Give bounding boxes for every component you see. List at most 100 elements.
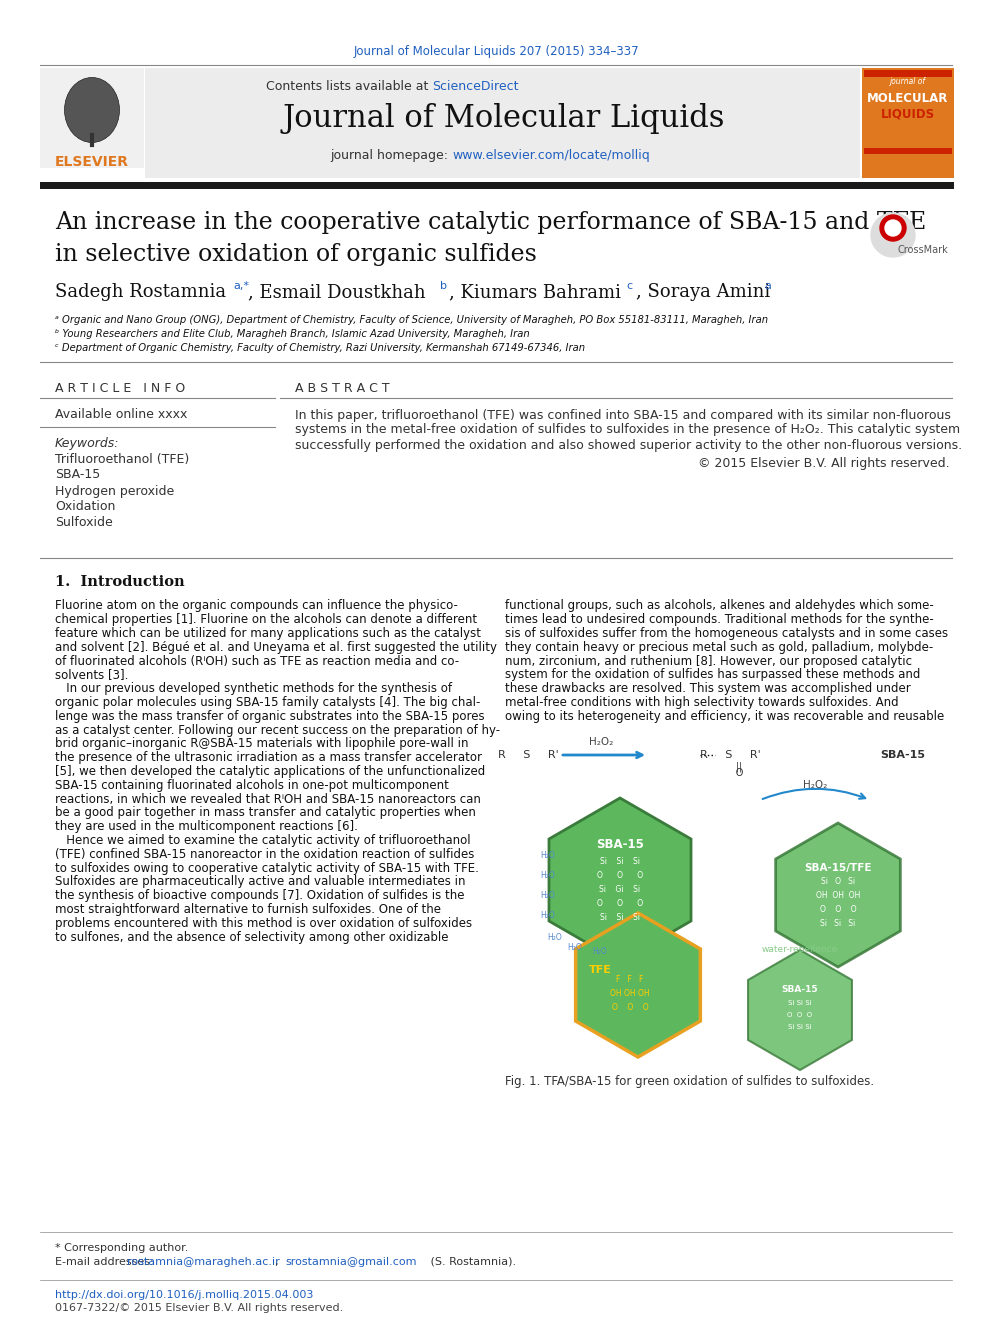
Text: they contain heavy or precious metal such as gold, palladium, molybde-: they contain heavy or precious metal suc…	[505, 640, 933, 654]
Text: In this paper, trifluoroethanol (TFE) was confined into SBA-15 and compared with: In this paper, trifluoroethanol (TFE) wa…	[295, 409, 951, 422]
Text: journal homepage:: journal homepage:	[330, 148, 452, 161]
Text: of fluorinated alcohols (RⁱOH) such as TFE as reaction media and co-: of fluorinated alcohols (RⁱOH) such as T…	[55, 655, 459, 668]
Bar	[505, 730, 950, 1070]
Text: R     S     R': R S R'	[699, 750, 761, 759]
Text: , Esmail Doustkhah: , Esmail Doustkhah	[248, 283, 426, 302]
Text: http://dx.doi.org/10.1016/j.molliq.2015.04.003: http://dx.doi.org/10.1016/j.molliq.2015.…	[55, 1290, 313, 1301]
Text: organic polar molecules using SBA-15 family catalysts [4]. The big chal-: organic polar molecules using SBA-15 fam…	[55, 696, 480, 709]
Text: O      O      O: O O O	[597, 900, 643, 909]
Text: water-repellence: water-repellence	[762, 946, 838, 954]
Text: , Kiumars Bahrami: , Kiumars Bahrami	[449, 283, 621, 302]
Text: to sulfoxides owing to cooperative catalytic activity of SBA-15 with TFE.: to sulfoxides owing to cooperative catal…	[55, 861, 479, 875]
Text: CrossMark: CrossMark	[898, 245, 948, 255]
Text: SBA-15: SBA-15	[596, 839, 644, 852]
Polygon shape	[575, 913, 700, 1057]
Text: num, zirconium, and ruthenium [8]. However, our proposed catalytic: num, zirconium, and ruthenium [8]. Howev…	[505, 655, 912, 668]
Text: In our previous developed synthetic methods for the synthesis of: In our previous developed synthetic meth…	[55, 683, 452, 696]
Ellipse shape	[64, 78, 119, 143]
Text: srostamnia@gmail.com: srostamnia@gmail.com	[285, 1257, 417, 1267]
Text: in selective oxidation of organic sulfides: in selective oxidation of organic sulfid…	[55, 243, 537, 266]
Text: metal-free conditions with high selectivity towards sulfoxides. And: metal-free conditions with high selectiv…	[505, 696, 899, 709]
Text: c: c	[626, 280, 632, 291]
Text: a: a	[764, 280, 771, 291]
Text: Sulfoxide: Sulfoxide	[55, 516, 113, 529]
Text: as a catalyst center. Following our recent success on the preparation of hy-: as a catalyst center. Following our rece…	[55, 724, 500, 737]
Text: lenge was the mass transfer of organic substrates into the SBA-15 pores: lenge was the mass transfer of organic s…	[55, 710, 485, 722]
Text: Si Si Si: Si Si Si	[789, 1000, 811, 1005]
Text: b: b	[440, 280, 447, 291]
Text: ELSEVIER: ELSEVIER	[55, 155, 129, 169]
Text: they are used in the multicomponent reactions [6].: they are used in the multicomponent reac…	[55, 820, 358, 833]
Bar	[864, 70, 952, 77]
Text: E-mail addresses:: E-mail addresses:	[55, 1257, 157, 1267]
Text: ᵃ Organic and Nano Group (ONG), Department of Chemistry, Faculty of Science, Uni: ᵃ Organic and Nano Group (ONG), Departme…	[55, 315, 768, 325]
Circle shape	[885, 220, 901, 235]
Text: Hydrogen peroxide: Hydrogen peroxide	[55, 484, 175, 497]
Text: Journal of Molecular Liquids: Journal of Molecular Liquids	[283, 102, 725, 134]
Text: SBA-15/TFE: SBA-15/TFE	[805, 863, 872, 873]
Text: SBA-15 containing fluorinated alcohols in one-pot multicomponent: SBA-15 containing fluorinated alcohols i…	[55, 779, 448, 792]
Text: H₂O: H₂O	[567, 942, 582, 951]
Text: chemical properties [1]. Fluorine on the alcohols can denote a different: chemical properties [1]. Fluorine on the…	[55, 614, 477, 626]
Text: Si    Si    Si: Si Si Si	[600, 857, 640, 867]
Text: F   F   F: F F F	[616, 975, 644, 984]
Polygon shape	[549, 798, 691, 962]
Text: a,*: a,*	[233, 280, 249, 291]
Text: these drawbacks are resolved. This system was accomplished under: these drawbacks are resolved. This syste…	[505, 683, 911, 696]
Text: reactions, in which we revealed that RⁱOH and SBA-15 nanoreactors can: reactions, in which we revealed that RⁱO…	[55, 792, 481, 806]
Bar	[40, 67, 144, 168]
Text: (TFE) confined SBA-15 nanoreactor in the oxidation reaction of sulfides: (TFE) confined SBA-15 nanoreactor in the…	[55, 848, 474, 861]
Text: Si Si Si: Si Si Si	[789, 1024, 811, 1031]
Text: H₂O: H₂O	[541, 910, 556, 919]
Text: systems in the metal-free oxidation of sulfides to sulfoxides in the presence of: systems in the metal-free oxidation of s…	[295, 423, 960, 437]
Text: © 2015 Elsevier B.V. All rights reserved.: © 2015 Elsevier B.V. All rights reserved…	[698, 458, 950, 471]
Text: H₂O: H₂O	[541, 890, 556, 900]
Bar	[864, 148, 952, 153]
Text: ᵇ Young Researchers and Elite Club, Maragheh Branch, Islamic Azad University, Ma: ᵇ Young Researchers and Elite Club, Mara…	[55, 329, 530, 339]
Text: Si   Si   Si: Si Si Si	[820, 919, 856, 929]
Text: Sadegh Rostamnia: Sadegh Rostamnia	[55, 283, 226, 302]
Text: problems encountered with this method is over oxidation of sulfoxides: problems encountered with this method is…	[55, 917, 472, 930]
Polygon shape	[748, 950, 852, 1070]
Text: TFE: TFE	[588, 964, 611, 975]
Text: R     S     R': R S R'	[498, 750, 558, 759]
Text: A R T I C L E   I N F O: A R T I C L E I N F O	[55, 381, 186, 394]
Text: O    O    O: O O O	[612, 1004, 649, 1012]
Bar	[862, 67, 954, 179]
Text: Si   O   Si: Si O Si	[821, 877, 855, 886]
Text: H₂O₂: H₂O₂	[589, 737, 613, 747]
Text: O    O    O: O O O	[819, 905, 856, 914]
Text: solvents [3].: solvents [3].	[55, 668, 128, 681]
Text: OH  OH  OH: OH OH OH	[815, 892, 860, 901]
Text: Si    Si    Si: Si Si Si	[600, 913, 640, 922]
Text: Fig. 1. TFA/SBA-15 for green oxidation of sulfides to sulfoxides.: Fig. 1. TFA/SBA-15 for green oxidation o…	[505, 1076, 874, 1089]
Text: ScienceDirect: ScienceDirect	[432, 79, 519, 93]
Text: successfully performed the oxidation and also showed superior activity to the ot: successfully performed the oxidation and…	[295, 438, 962, 451]
Text: , Soraya Amini: , Soraya Amini	[636, 283, 770, 302]
Circle shape	[880, 216, 906, 241]
Text: times lead to undesired compounds. Traditional methods for the synthe-: times lead to undesired compounds. Tradi…	[505, 614, 933, 626]
Text: A B S T R A C T: A B S T R A C T	[295, 381, 390, 394]
Text: SBA-15: SBA-15	[880, 750, 925, 759]
Text: SBA-15: SBA-15	[55, 468, 100, 482]
Text: functional groups, such as alcohols, alkenes and aldehydes which some-: functional groups, such as alcohols, alk…	[505, 599, 933, 613]
Text: H₂O: H₂O	[541, 851, 556, 860]
Text: 0167-7322/© 2015 Elsevier B.V. All rights reserved.: 0167-7322/© 2015 Elsevier B.V. All right…	[55, 1303, 343, 1312]
Text: LIQUIDS: LIQUIDS	[881, 107, 935, 120]
Text: and solvent [2]. Bégué et al. and Uneyama et al. first suggested the utility: and solvent [2]. Bégué et al. and Uneyam…	[55, 640, 497, 654]
Text: H₂O: H₂O	[541, 871, 556, 880]
Text: owing to its heterogeneity and efficiency, it was recoverable and reusable: owing to its heterogeneity and efficienc…	[505, 710, 944, 722]
Text: * Corresponding author.: * Corresponding author.	[55, 1244, 188, 1253]
Text: OH OH OH: OH OH OH	[610, 990, 650, 999]
Text: to sulfones, and the absence of selectivity among other oxidizable: to sulfones, and the absence of selectiv…	[55, 930, 448, 943]
Text: ||: ||	[717, 762, 743, 773]
Text: ,: ,	[275, 1257, 282, 1267]
Text: H₂O₂: H₂O₂	[803, 781, 827, 790]
Text: H₂O: H₂O	[548, 933, 562, 942]
Text: journal of: journal of	[890, 78, 926, 86]
Text: Trifluoroethanol (TFE): Trifluoroethanol (TFE)	[55, 452, 189, 466]
Text: O      O      O: O O O	[597, 872, 643, 881]
Bar	[145, 67, 860, 179]
Text: Available online xxxx: Available online xxxx	[55, 409, 187, 422]
Text: the presence of the ultrasonic irradiation as a mass transfer accelerator: the presence of the ultrasonic irradiati…	[55, 751, 482, 765]
